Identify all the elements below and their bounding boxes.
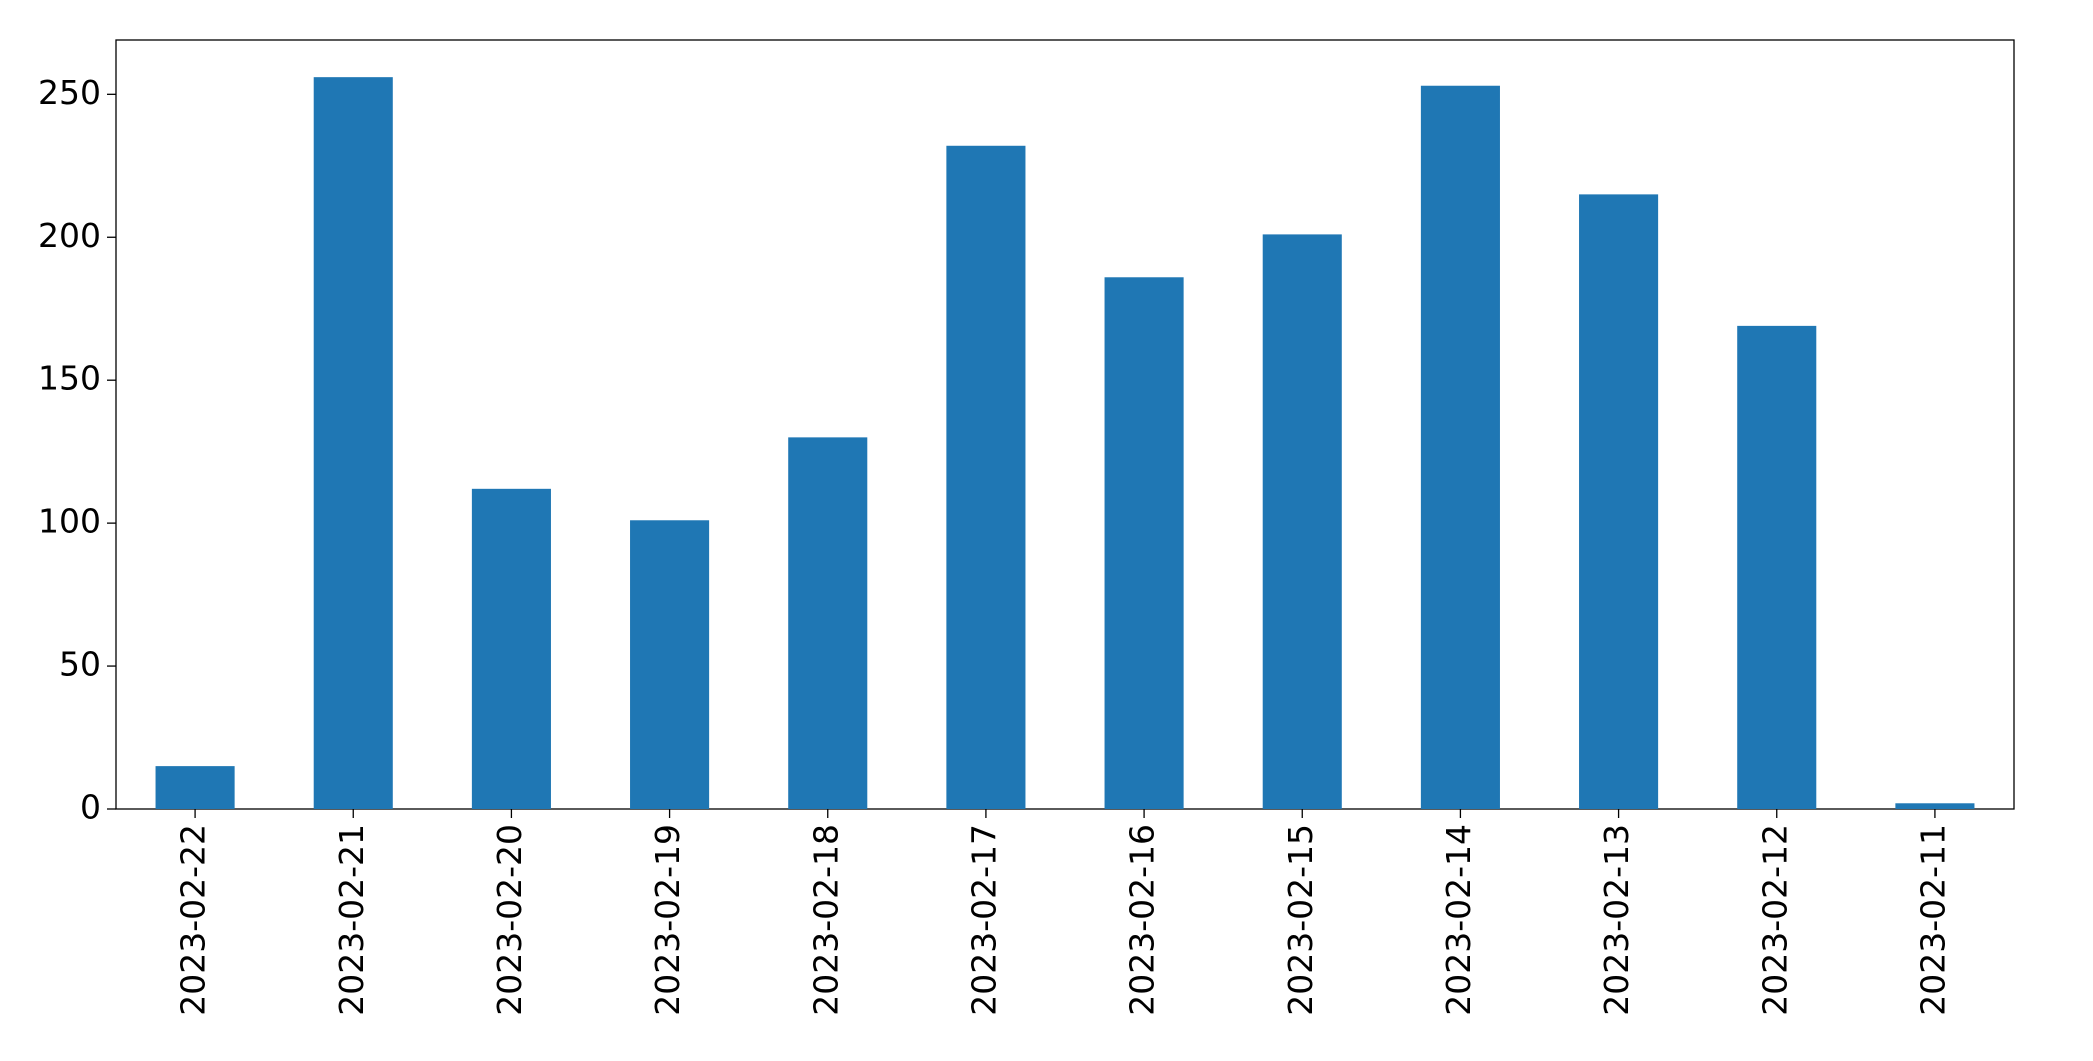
- x-tick-label: 2023-02-20: [490, 824, 529, 1016]
- y-tick-label: 250: [38, 73, 101, 112]
- bar: [1104, 277, 1184, 809]
- bar: [1420, 85, 1500, 810]
- y-tick-label: 0: [80, 788, 101, 827]
- x-tick-label: 2023-02-14: [1439, 824, 1478, 1016]
- x-tick-label: 2023-02-12: [1755, 824, 1794, 1016]
- y-tick-label: 50: [59, 645, 101, 684]
- bar: [946, 145, 1026, 809]
- x-tick-label: 2023-02-21: [332, 824, 371, 1016]
- x-tick-label: 2023-02-17: [964, 824, 1003, 1016]
- bar: [630, 520, 710, 809]
- bar: [788, 437, 868, 809]
- plot-frame: [115, 39, 2015, 810]
- x-tick-label: 2023-02-19: [648, 824, 687, 1016]
- bar: [313, 77, 393, 809]
- y-tick-label: 200: [38, 216, 101, 255]
- bar: [1895, 803, 1975, 809]
- bar: [1737, 325, 1817, 809]
- x-tick-label: 2023-02-16: [1123, 824, 1162, 1016]
- bar: [155, 766, 235, 809]
- bar: [471, 488, 551, 809]
- x-tick-label: 2023-02-22: [174, 824, 213, 1016]
- bar: [1579, 194, 1659, 809]
- y-tick-label: 100: [38, 502, 101, 541]
- y-tick-label: 150: [38, 359, 101, 398]
- x-tick-label: 2023-02-15: [1281, 824, 1320, 1016]
- x-tick-label: 2023-02-11: [1913, 824, 1952, 1016]
- x-tick-label: 2023-02-13: [1597, 824, 1636, 1016]
- bar: [1262, 234, 1342, 810]
- x-tick-label: 2023-02-18: [806, 824, 845, 1016]
